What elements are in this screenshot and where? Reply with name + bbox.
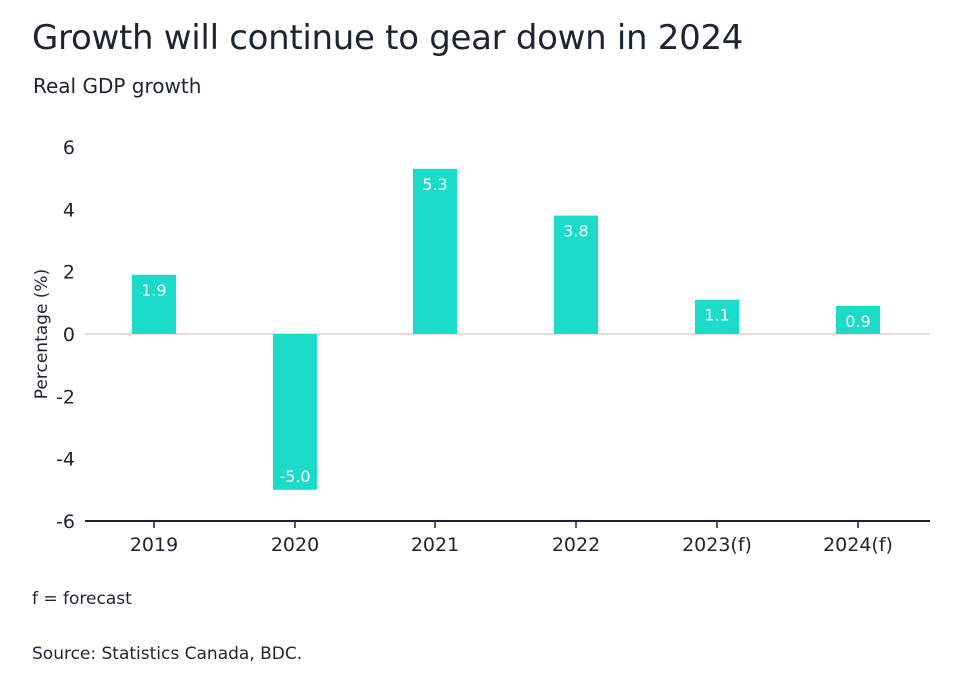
data-label: 5.3 xyxy=(422,175,447,194)
y-tick-label: 0 xyxy=(63,324,75,346)
y-tick-label: 2 xyxy=(63,262,75,284)
y-tick-label: -4 xyxy=(56,449,75,471)
chart-subtitle: Real GDP growth xyxy=(33,74,202,98)
bar-2023(f) xyxy=(695,299,739,334)
bar-2019 xyxy=(132,274,176,334)
bar-2020 xyxy=(273,334,317,490)
source-note: Source: Statistics Canada, BDC. xyxy=(32,644,303,664)
data-label: 3.8 xyxy=(563,222,588,241)
bar-2024(f) xyxy=(836,305,880,334)
bar-2022 xyxy=(554,215,598,334)
x-tick-label: 2024(f) xyxy=(823,534,893,556)
x-tick-label: 2021 xyxy=(411,534,459,556)
y-tick-label: 6 xyxy=(63,137,75,159)
y-tick-label: -6 xyxy=(56,511,75,533)
x-tick-label: 2020 xyxy=(271,534,319,556)
x-tick-label: 2022 xyxy=(552,534,600,556)
y-tick-label: 4 xyxy=(63,199,75,221)
footnote: f = forecast xyxy=(32,589,132,609)
data-label: 1.1 xyxy=(704,306,729,325)
bar-2021 xyxy=(413,168,457,334)
data-label: 1.9 xyxy=(141,281,166,300)
y-axis-label: Percentage (%) xyxy=(32,269,52,399)
data-label: -5.0 xyxy=(279,467,310,486)
data-label: 0.9 xyxy=(845,312,870,331)
y-tick-label: -2 xyxy=(56,386,75,408)
x-tick-label: 2023(f) xyxy=(682,534,752,556)
chart-title: Growth will continue to gear down in 202… xyxy=(32,18,744,58)
x-tick-label: 2019 xyxy=(130,534,178,556)
